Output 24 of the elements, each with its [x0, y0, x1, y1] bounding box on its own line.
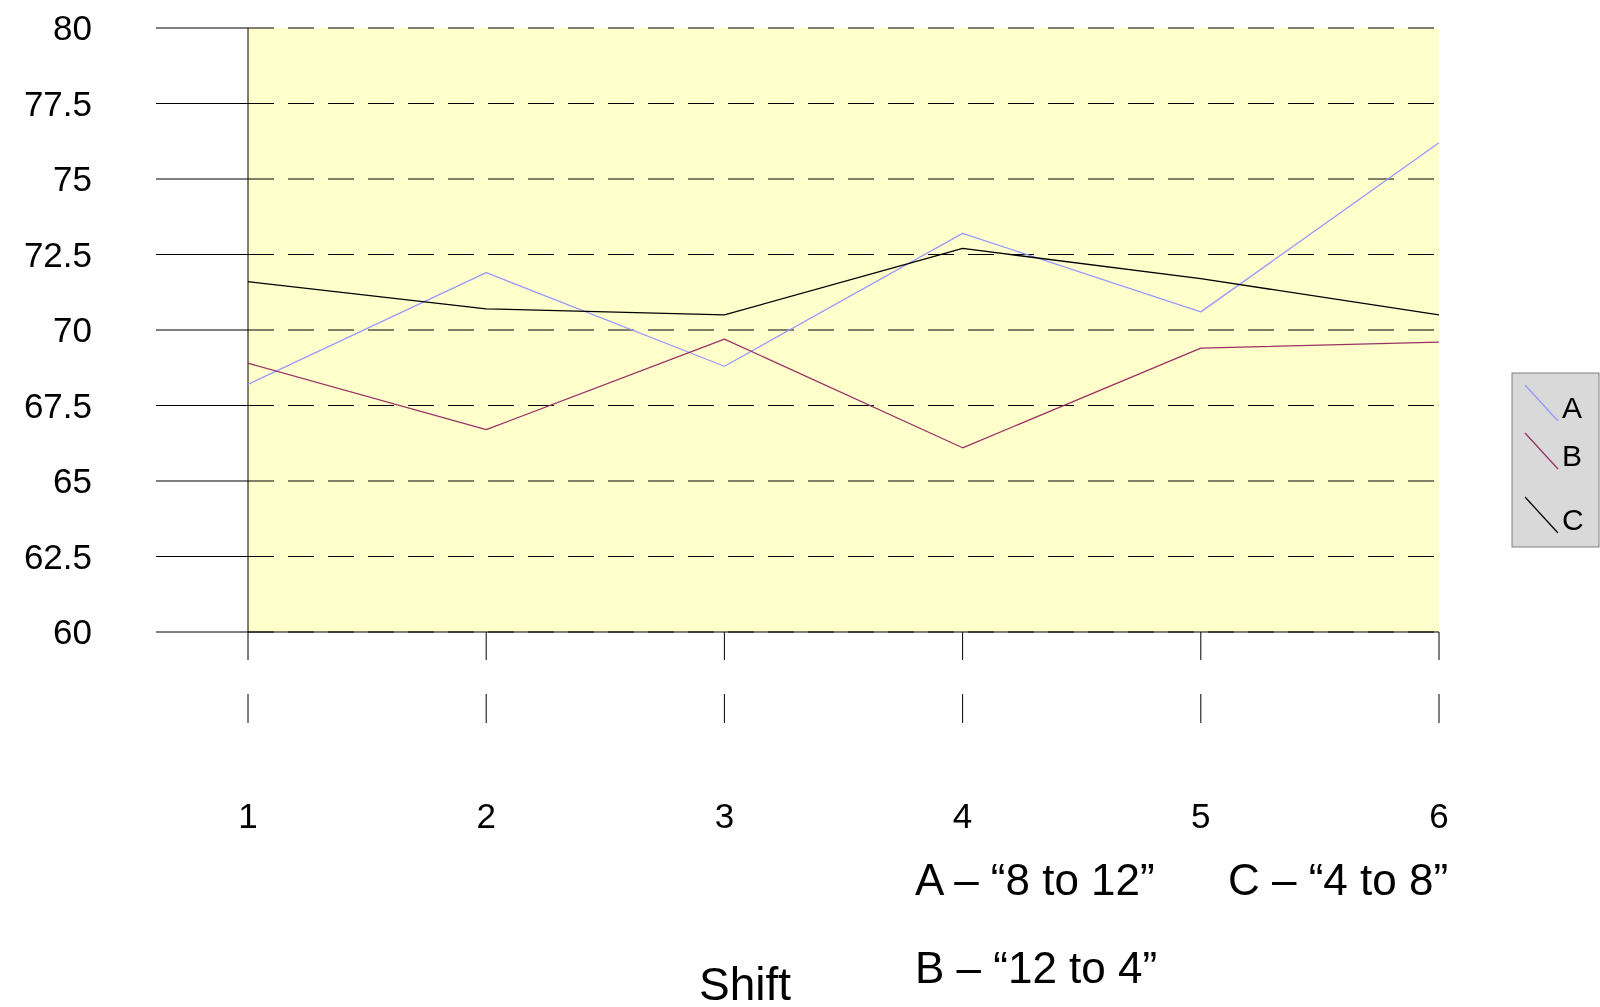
x-axis-title: Shift	[698, 958, 792, 1007]
y-tick-label: 80	[53, 8, 92, 48]
x-tick-label: 6	[1429, 796, 1449, 835]
x-tick-label: 3	[714, 796, 735, 835]
line-series	[247, 142, 1440, 386]
x-tick-label: 5	[1191, 796, 1211, 835]
text: C – “4 to 8”	[1228, 855, 1449, 904]
legend-label: A	[1562, 391, 1583, 424]
legend-label: C	[1562, 503, 1584, 536]
y-tick-label: 62.5	[23, 536, 92, 576]
text: B – “12 to 4”	[915, 943, 1158, 992]
text: A – “8 to 12”	[915, 855, 1155, 904]
y-tick-label: 72.5	[23, 234, 92, 274]
y-tick-label: 77.5	[23, 83, 92, 123]
y-tick-label: 75	[53, 159, 92, 199]
x-tick-label: 2	[476, 796, 496, 835]
y-tick-label: 65	[53, 461, 92, 501]
y-tick-label: 67.5	[23, 385, 92, 425]
line-series	[247, 338, 1440, 449]
x-tick-label: 1	[238, 796, 258, 835]
y-tick-label: 70	[53, 310, 92, 350]
x-tick-label: 4	[952, 796, 973, 835]
legend-label: B	[1562, 439, 1583, 472]
y-tick-label: 60	[53, 612, 92, 652]
